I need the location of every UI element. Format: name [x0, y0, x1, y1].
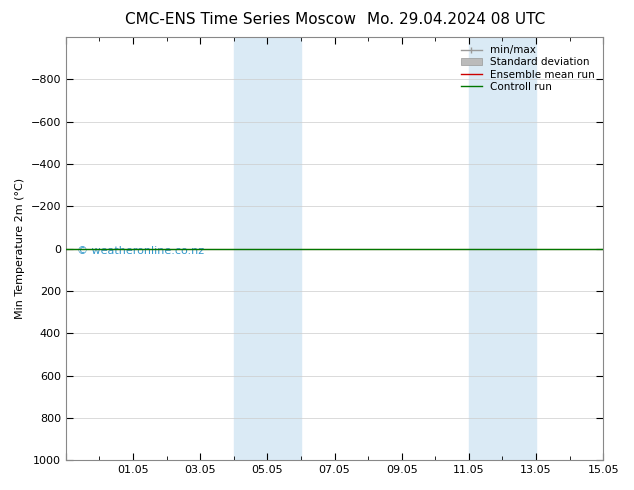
Bar: [469, 37, 536, 460]
Text: Mo. 29.04.2024 08 UTC: Mo. 29.04.2024 08 UTC: [367, 12, 546, 27]
Bar: [234, 37, 301, 460]
Text: © weatheronline.co.nz: © weatheronline.co.nz: [77, 246, 204, 256]
Text: CMC-ENS Time Series Moscow: CMC-ENS Time Series Moscow: [126, 12, 356, 27]
Legend: min/max, Standard deviation, Ensemble mean run, Controll run: min/max, Standard deviation, Ensemble me…: [458, 42, 598, 95]
Y-axis label: Min Temperature 2m (°C): Min Temperature 2m (°C): [15, 178, 25, 319]
